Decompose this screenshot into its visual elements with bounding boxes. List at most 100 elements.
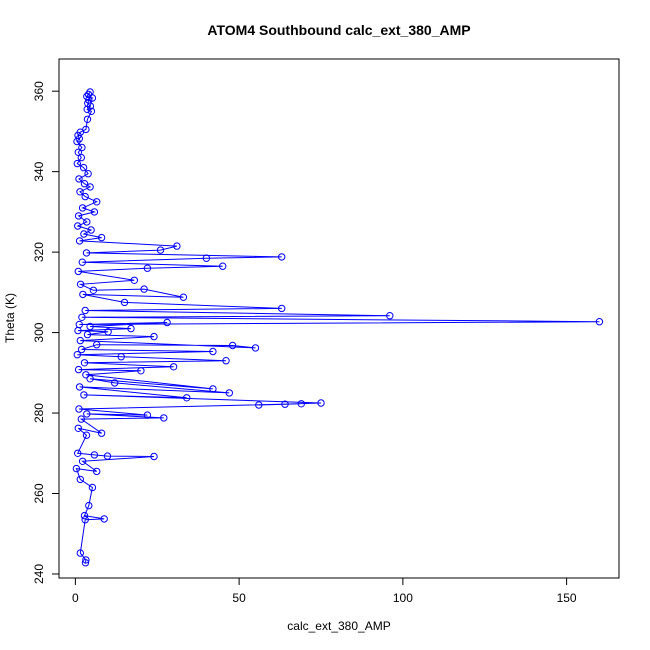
data-point xyxy=(83,115,92,124)
data-point xyxy=(78,313,86,321)
data-point xyxy=(81,516,89,524)
data-point xyxy=(73,159,82,168)
data-point xyxy=(86,375,94,383)
data-point xyxy=(74,222,82,230)
y-tick-label: 280 xyxy=(32,403,46,423)
data-point xyxy=(169,363,178,371)
data-point xyxy=(78,258,87,266)
data-point xyxy=(80,391,88,399)
data-point xyxy=(81,192,89,201)
data-point xyxy=(160,414,168,422)
data-point xyxy=(202,254,211,262)
data-point xyxy=(74,326,82,335)
data-point xyxy=(150,452,158,461)
data-point xyxy=(100,515,108,523)
data-point xyxy=(78,143,86,152)
data-point xyxy=(80,511,89,520)
data-point xyxy=(80,359,89,367)
data-point xyxy=(595,318,604,326)
data-point xyxy=(386,312,394,320)
y-tick-label: 320 xyxy=(32,242,46,262)
data-point xyxy=(127,324,135,333)
data-point xyxy=(84,170,92,178)
data-point xyxy=(76,336,85,345)
data-point xyxy=(97,233,106,242)
data-point xyxy=(88,483,97,492)
data-point xyxy=(76,280,85,288)
data-point xyxy=(104,328,112,336)
data-point xyxy=(86,322,94,331)
data-point xyxy=(77,153,86,162)
data-point xyxy=(75,383,84,391)
data-point xyxy=(87,226,95,234)
x-axis-label: calc_ext_380_AMP xyxy=(287,619,390,633)
data-point xyxy=(219,262,227,270)
data-point xyxy=(183,394,191,402)
data-point xyxy=(222,357,230,365)
data-point xyxy=(73,351,82,359)
data-point xyxy=(83,218,91,226)
data-point xyxy=(83,330,92,339)
data-point xyxy=(93,467,101,476)
x-tick-label: 100 xyxy=(393,591,413,605)
data-point xyxy=(81,306,89,315)
data-point xyxy=(111,379,119,387)
data-point xyxy=(317,399,325,407)
data-point xyxy=(82,371,90,379)
data-point xyxy=(74,424,83,432)
y-axis: 240 260 280 300 320 340 360 xyxy=(32,81,59,584)
data-point xyxy=(83,105,91,114)
data-point xyxy=(74,212,83,220)
data-point xyxy=(83,410,91,418)
data-point xyxy=(74,449,82,457)
data-point xyxy=(76,475,85,484)
data-point xyxy=(93,341,101,349)
data-point xyxy=(89,286,98,294)
data-point xyxy=(297,400,305,408)
data-point xyxy=(90,208,99,216)
data-point xyxy=(137,367,145,375)
y-tick-label: 340 xyxy=(32,161,46,181)
series-group xyxy=(72,88,604,567)
data-point xyxy=(120,298,129,307)
data-point xyxy=(78,457,87,465)
data-point xyxy=(88,94,97,102)
data-point xyxy=(255,401,263,409)
y-tick-label: 240 xyxy=(32,564,46,584)
y-axis-label: Theta (K) xyxy=(3,293,17,343)
data-point xyxy=(87,107,96,116)
data-point xyxy=(72,464,81,473)
data-point xyxy=(143,264,152,272)
data-point xyxy=(93,198,101,206)
y-tick-label: 360 xyxy=(32,81,46,101)
series-line xyxy=(75,91,600,563)
data-point xyxy=(75,405,83,413)
data-point xyxy=(81,559,90,567)
x-tick-label: 50 xyxy=(232,591,246,605)
data-point xyxy=(80,230,88,238)
data-point xyxy=(278,253,286,261)
data-point xyxy=(74,267,83,276)
plot-frame xyxy=(58,58,620,579)
x-tick-label: 150 xyxy=(557,591,577,605)
data-point xyxy=(251,344,260,352)
chart-title: ATOM4 Southbound calc_ext_380_AMP xyxy=(207,22,470,38)
data-point xyxy=(143,411,152,419)
data-point xyxy=(163,318,171,327)
data-point xyxy=(77,345,86,354)
data-point xyxy=(228,341,237,350)
x-tick-label: 0 xyxy=(72,591,79,605)
data-point xyxy=(82,431,91,439)
x-axis: 0 50 100 150 xyxy=(72,578,577,605)
data-point xyxy=(90,451,99,459)
data-point xyxy=(156,246,165,254)
data-point xyxy=(150,332,158,341)
data-point xyxy=(79,290,87,299)
data-point xyxy=(82,556,90,564)
data-point xyxy=(82,249,91,257)
data-point xyxy=(75,237,84,245)
data-point xyxy=(76,188,84,196)
data-point xyxy=(78,204,87,212)
data-point xyxy=(74,365,83,374)
